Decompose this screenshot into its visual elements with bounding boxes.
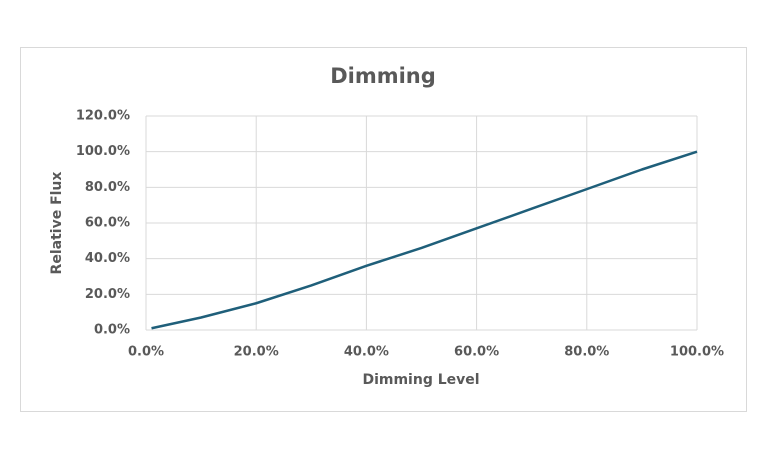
chart-frame bbox=[20, 47, 747, 412]
x-tick-label: 100.0% bbox=[670, 345, 724, 360]
y-tick-label: 60.0% bbox=[85, 216, 130, 231]
y-tick-label: 40.0% bbox=[85, 251, 130, 266]
x-tick-label: 0.0% bbox=[128, 345, 164, 360]
y-tick-label: 80.0% bbox=[85, 180, 130, 195]
x-tick-label: 20.0% bbox=[234, 345, 279, 360]
x-axis-title: Dimming Level bbox=[362, 372, 479, 388]
y-tick-label: 0.0% bbox=[94, 323, 130, 338]
y-tick-label: 120.0% bbox=[76, 109, 130, 124]
y-axis-title: Relative Flux bbox=[49, 172, 65, 275]
x-tick-label: 60.0% bbox=[454, 345, 499, 360]
y-tick-label: 100.0% bbox=[76, 144, 130, 159]
x-tick-label: 80.0% bbox=[564, 345, 609, 360]
data-line bbox=[151, 150, 698, 330]
chart-title: Dimming bbox=[330, 64, 436, 88]
x-tick-label: 40.0% bbox=[344, 345, 389, 360]
y-tick-label: 20.0% bbox=[85, 287, 130, 302]
